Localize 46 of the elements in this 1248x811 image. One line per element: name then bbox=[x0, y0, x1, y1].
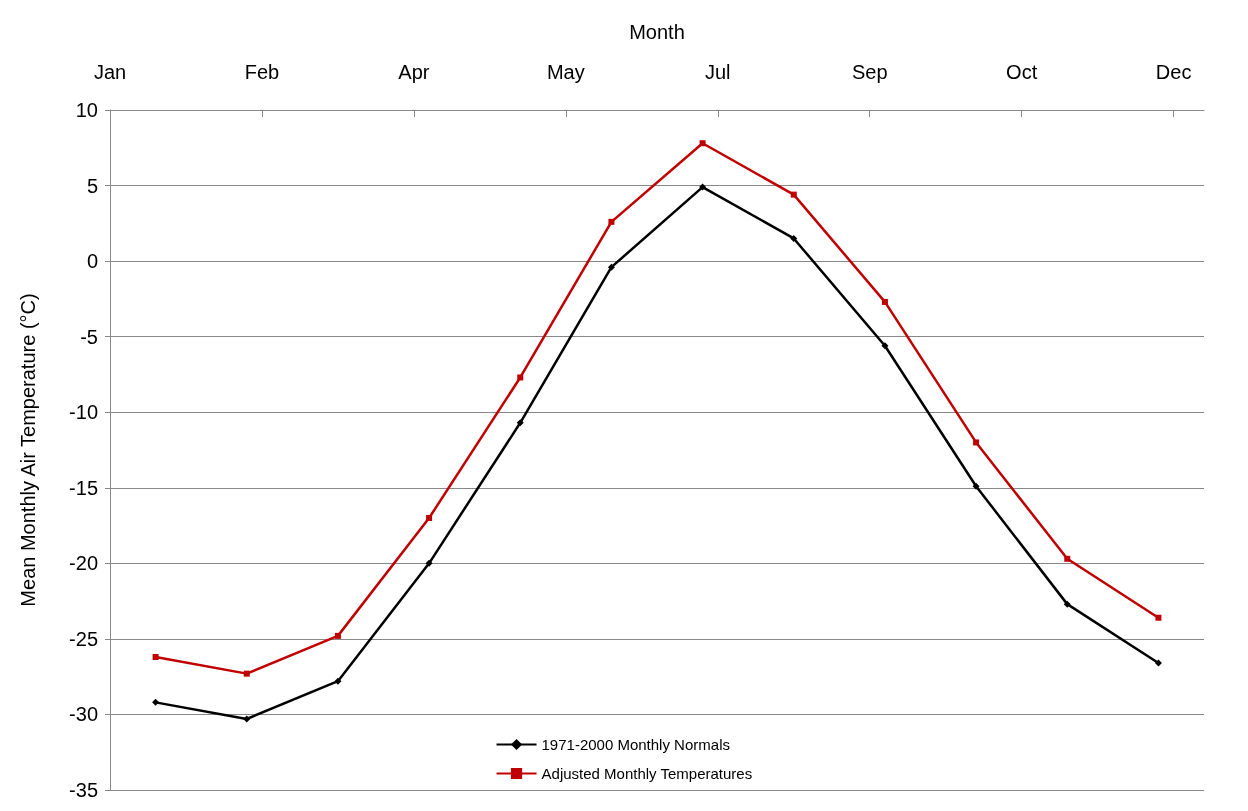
y-tick-label: -20 bbox=[69, 552, 98, 575]
point bbox=[1064, 555, 1071, 562]
y-tick-label: -35 bbox=[69, 779, 98, 801]
point bbox=[699, 140, 706, 147]
point bbox=[243, 715, 251, 723]
y-tick-label: -25 bbox=[69, 627, 98, 650]
point bbox=[973, 439, 980, 446]
point bbox=[152, 698, 160, 706]
y-tick-label: -15 bbox=[69, 476, 98, 499]
point bbox=[790, 191, 797, 198]
x-tick-label: Oct bbox=[1006, 61, 1038, 83]
x-tick-label: Jan bbox=[93, 61, 127, 83]
point bbox=[699, 183, 707, 191]
point bbox=[881, 298, 888, 305]
x-tick-label: Dec bbox=[1155, 61, 1192, 83]
point bbox=[517, 374, 524, 381]
point bbox=[1155, 614, 1162, 621]
y-tick-label: -5 bbox=[80, 325, 98, 348]
x-tick-label: May bbox=[546, 61, 585, 83]
point bbox=[334, 677, 342, 685]
point bbox=[607, 263, 615, 271]
point bbox=[426, 515, 433, 521]
point bbox=[516, 419, 524, 427]
y-tick-label: 5 bbox=[86, 174, 98, 197]
x-tick-label: Apr bbox=[398, 61, 430, 83]
legend-label: 1971-2000 Monthly Normals bbox=[541, 736, 730, 753]
y-axis-title: Mean Monthly Air Temperature (°C) bbox=[17, 293, 39, 607]
point bbox=[1154, 659, 1162, 667]
point bbox=[334, 632, 341, 639]
x-tick-label: Sep bbox=[851, 61, 888, 83]
point bbox=[972, 482, 980, 490]
point bbox=[790, 234, 798, 242]
point bbox=[1063, 600, 1071, 608]
y-tick-label: -30 bbox=[69, 703, 98, 726]
y-tick-label: 10 bbox=[75, 99, 98, 121]
y-tick-label: -10 bbox=[69, 401, 98, 424]
y-tick-label: 0 bbox=[86, 250, 98, 273]
point bbox=[425, 559, 433, 567]
x-tick-label: Feb bbox=[244, 61, 280, 83]
point bbox=[152, 654, 159, 661]
x-axis-title: Month bbox=[629, 21, 685, 43]
x-tick-label: Jul bbox=[704, 61, 731, 83]
point bbox=[608, 218, 615, 225]
legend-label: Adjusted Monthly Temperatures bbox=[541, 765, 753, 782]
point bbox=[243, 670, 250, 677]
point bbox=[881, 342, 889, 350]
